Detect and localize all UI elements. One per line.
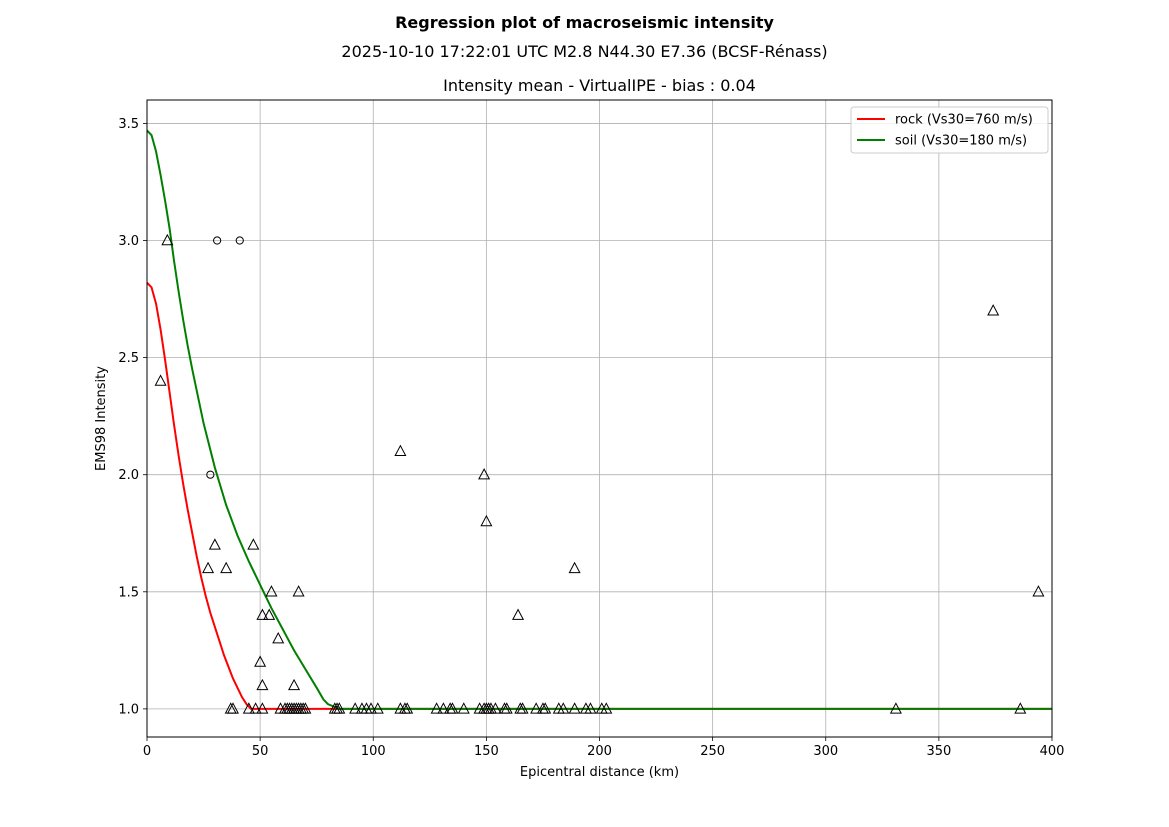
triangle-point [161,233,174,246]
triangle-point [256,608,269,620]
triangle-point [394,444,407,456]
y-axis: 1.0 1.5 2.0 2.5 3.0 3.5 [118,117,147,717]
soil-series-line [146,129,1052,710]
triangle-point [512,608,525,620]
x-tick-label: 100 [361,744,386,759]
triangle-point [154,374,167,386]
x-tick-label: 300 [813,744,838,759]
triangle-point [247,538,260,550]
legend-label-soil: soil (Vs30=180 m/s) [895,134,1027,149]
triangle-point [568,702,581,714]
triangle-point [539,702,552,714]
triangle-point [263,608,276,620]
triangle-point [987,304,1000,316]
triangle-point [272,631,285,644]
y-tick-label: 1.0 [118,702,139,717]
triangle-point [1014,702,1027,714]
triangle-point [364,702,378,714]
legend-label-rock: rock (Vs30=760 m/s) [895,113,1033,128]
triangle-point [226,702,240,714]
triangle-point [254,655,267,667]
figure-subtitle: 2025-10-10 17:22:01 UTC M2.8 N44.30 E7.3… [341,42,828,61]
triangle-point [568,561,581,574]
x-tick-label: 200 [587,744,612,759]
y-tick-label: 3.0 [118,234,139,249]
x-axis-label: Epicentral distance (km) [520,765,679,780]
x-tick-label: 250 [700,744,725,759]
triangle-point [1032,585,1045,597]
legend-box [850,106,1049,154]
triangle-point [478,468,491,480]
triangle-point [600,702,613,714]
x-tick-label: 350 [926,744,951,759]
series-layer [146,129,1052,710]
points-layer [154,233,1045,714]
triangle-point [530,702,543,714]
plot-title: Intensity mean - VirtualIPE - bias : 0.0… [443,76,756,95]
triangle-point [401,702,414,714]
y-tick-label: 2.5 [118,351,139,366]
y-tick-label: 2.0 [118,468,139,483]
triangle-point [333,702,346,714]
triangle-point [299,702,312,714]
triangle-point [437,702,450,714]
triangle-point [288,678,301,691]
triangle-point [889,702,902,714]
y-axis-label: EMS98 Intensity [94,366,109,471]
triangle-point [500,702,513,714]
figure-title: Regression plot of macroseismic intensit… [395,13,774,32]
y-tick-label: 3.5 [118,117,139,132]
triangle-point [256,678,269,691]
y-tick-label: 1.5 [118,585,139,600]
circle-point [213,236,222,245]
triangle-point [480,514,493,527]
triangle-point [557,702,570,714]
triangle-point [242,702,255,714]
triangle-point [265,585,278,597]
triangle-point [349,702,362,714]
triangle-point [584,702,597,714]
x-tick-label: 150 [474,744,499,759]
x-tick-label: 0 [143,744,151,759]
triangle-point [220,561,233,574]
circle-point [235,236,244,245]
circle-point [206,470,215,479]
x-axis: 0 50 100 150 200 250 300 350 400 [143,737,1065,759]
triangle-point [256,702,269,714]
triangle-point [371,702,384,714]
triangle-point [457,702,470,714]
x-tick-label: 400 [1040,744,1065,759]
legend: rock (Vs30=760 m/s) soil (Vs30=180 m/s) [850,106,1049,154]
triangle-point [202,561,215,574]
triangle-point [516,702,529,714]
x-tick-label: 50 [252,744,269,759]
triangle-point [489,702,502,714]
triangle-point [208,538,221,550]
triangle-point [430,702,443,714]
triangle-point [446,702,459,714]
triangle-point [292,585,305,597]
triangle-point [249,702,262,714]
